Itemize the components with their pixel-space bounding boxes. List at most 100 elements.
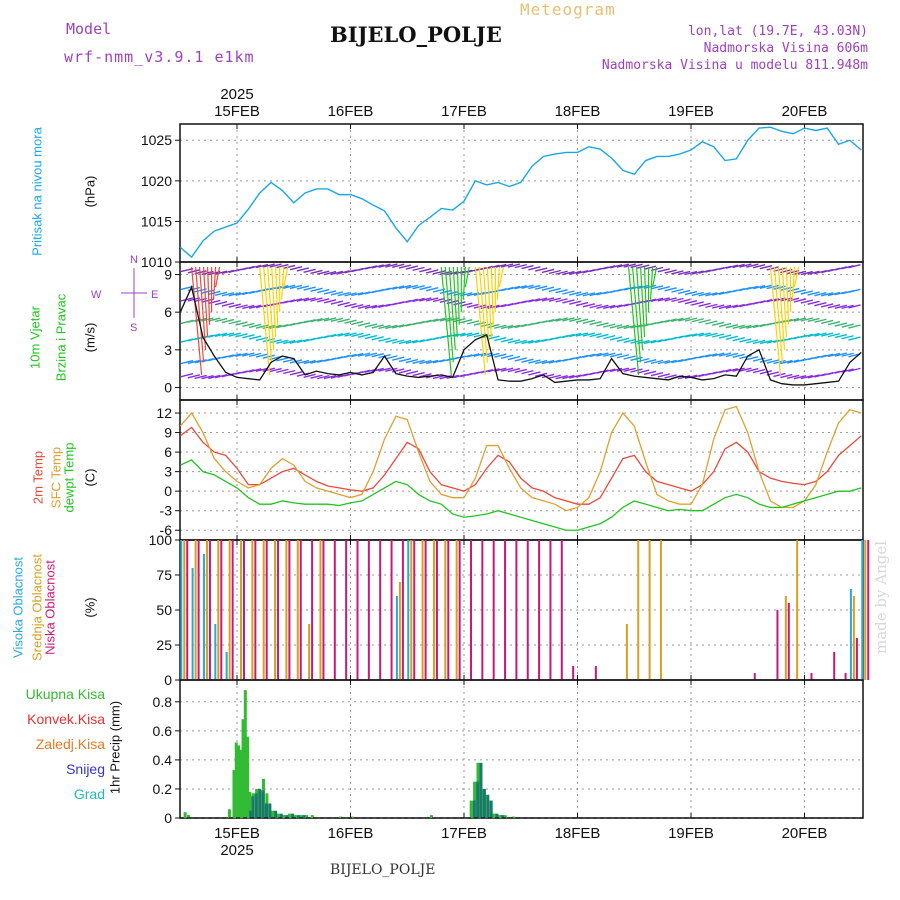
wind-barb — [514, 357, 527, 362]
wind-barb — [834, 322, 847, 327]
year-label-bottom: 2025 — [220, 842, 253, 859]
cloud-bar — [455, 540, 458, 680]
wind-barb — [269, 339, 282, 344]
wind-barb — [194, 374, 207, 380]
wind-arrow — [444, 266, 454, 363]
wind-barb — [392, 339, 405, 344]
cloud-bar — [251, 540, 254, 680]
wind-barb — [664, 359, 677, 365]
wind-barb — [466, 320, 480, 325]
cloud-bar — [379, 540, 382, 680]
wind-barb — [630, 263, 643, 269]
wind-barb — [412, 359, 425, 365]
wind-barb — [419, 268, 432, 273]
wind-barb — [500, 263, 514, 268]
wind-barb — [392, 324, 405, 329]
y-tick-label: 0.2 — [153, 781, 173, 797]
wind-barb — [821, 353, 834, 358]
wind-barb — [582, 303, 596, 308]
wind-barb — [841, 265, 854, 270]
cloud-bar — [435, 540, 438, 680]
wind-barb — [466, 332, 480, 337]
wind-barb — [541, 359, 555, 365]
temp-2m-line — [179, 426, 862, 505]
wind-barb — [698, 354, 711, 359]
wind-barb — [180, 297, 194, 302]
wind-barb — [698, 332, 711, 337]
wind-barb — [712, 333, 725, 338]
wind-barb — [773, 267, 786, 272]
wind-barb — [582, 292, 596, 297]
precip-bar — [239, 749, 243, 818]
wind-barb — [834, 333, 847, 339]
compass-w: W — [91, 289, 102, 301]
wind-barb — [582, 332, 596, 337]
wind-arrow — [275, 266, 279, 325]
wind-arrow — [486, 266, 492, 338]
wind-barb — [712, 291, 725, 296]
wind-barb — [214, 317, 228, 323]
wind-barb — [773, 297, 786, 302]
wind-barb — [426, 269, 439, 274]
wind-barb — [725, 323, 739, 329]
cloud-bar — [398, 582, 401, 680]
wind-barb — [664, 318, 677, 323]
wind-barb — [303, 359, 316, 365]
cloud-bar — [180, 540, 183, 680]
cloud-bar — [243, 540, 245, 680]
wind-arrow — [203, 266, 209, 338]
date-label-top: 15FEB — [214, 103, 260, 120]
cloud-bar — [367, 540, 370, 680]
cloud-bar — [390, 540, 393, 680]
wind-barb — [453, 270, 466, 275]
cloud-bar — [784, 596, 787, 680]
wind-barb — [616, 354, 630, 359]
wind-barb — [718, 322, 732, 328]
wind-barb — [821, 303, 834, 308]
wind-barb — [691, 270, 704, 275]
y-tick-label: 6 — [164, 304, 172, 320]
wind-barb — [603, 334, 616, 340]
wind-arrow — [215, 266, 221, 288]
wind-barb — [800, 299, 813, 304]
wind-barb — [848, 324, 861, 329]
wind-barb — [616, 337, 630, 342]
wind-barb — [671, 288, 684, 293]
wind-barb — [684, 317, 698, 322]
wind-barb — [317, 288, 330, 294]
y-tick-label: 6 — [164, 444, 172, 460]
wind-barb — [242, 322, 255, 328]
precip-bar — [288, 813, 292, 818]
y-tick-label: 0 — [164, 483, 172, 499]
wind-barb — [848, 304, 861, 309]
wind-barb — [807, 270, 820, 275]
cloud-bar — [333, 540, 336, 680]
wind-barb — [603, 323, 616, 328]
cloud-bar — [296, 540, 299, 680]
precip-bar — [285, 815, 289, 818]
wind-barb — [276, 263, 289, 269]
wind-barb — [841, 323, 854, 328]
wind-barb — [487, 352, 500, 358]
wind-barb — [664, 287, 677, 292]
wind-barb — [650, 359, 664, 365]
y-tick-label: 9 — [164, 267, 172, 283]
wind-barb — [412, 371, 425, 377]
date-label-bottom: 20FEB — [782, 825, 828, 842]
wind-barb — [426, 297, 439, 302]
cloud-bar — [345, 540, 348, 680]
legend-conv-rain: Konvek.Kisa — [27, 711, 105, 727]
wind-barb — [500, 338, 514, 343]
cloud-bar — [205, 540, 208, 680]
wind-arrow — [643, 266, 648, 325]
wind-barb — [378, 263, 391, 268]
wind-barb — [841, 304, 854, 310]
wind-barb — [684, 270, 698, 276]
wind-barb — [800, 270, 813, 276]
footer-station: BIJELO_POLJE — [330, 862, 436, 878]
cloud-bar — [254, 540, 257, 680]
wind-barb — [262, 263, 275, 268]
cloud-bar — [231, 540, 234, 680]
wind-barb — [609, 353, 623, 358]
wind-barb — [759, 264, 773, 270]
